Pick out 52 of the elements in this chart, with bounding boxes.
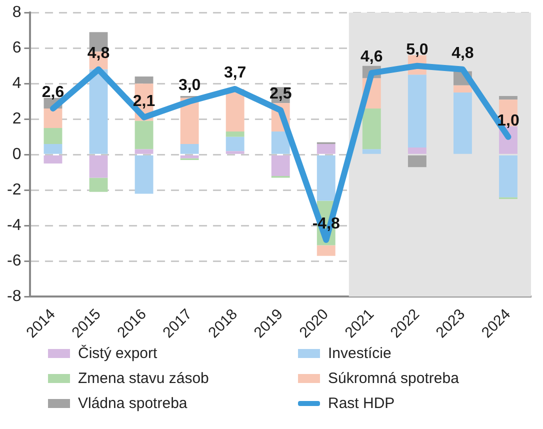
- data-label: 3,7: [224, 64, 246, 82]
- legend-label: Čistý export: [78, 345, 158, 362]
- bar: [408, 155, 426, 168]
- bar: [180, 144, 199, 154]
- y-tick-label: 0: [12, 146, 22, 164]
- legend-label: Súkromná spotreba: [328, 370, 459, 387]
- y-tick-label: 4: [12, 75, 22, 92]
- bar: [226, 136, 244, 152]
- legend-label: Investície: [328, 345, 392, 362]
- bar: [499, 96, 518, 100]
- data-label: -4,8: [312, 215, 340, 232]
- y-tick-label: 8: [12, 4, 22, 22]
- bar: [44, 144, 62, 154]
- bar: [316, 155, 336, 201]
- data-label: 4,8: [87, 44, 110, 62]
- bar: [226, 151, 244, 154]
- bar: [134, 149, 154, 154]
- bar: [499, 155, 518, 198]
- bar: [271, 132, 290, 154]
- bar: [408, 74, 426, 148]
- bar: [271, 155, 290, 176]
- bar: [134, 76, 154, 84]
- y-tick-label: -4: [6, 217, 22, 234]
- y-tick-label: -6: [6, 252, 22, 270]
- data-label: 2,1: [132, 92, 156, 110]
- y-tick-label: 6: [12, 40, 22, 57]
- data-label: 4,6: [360, 48, 383, 66]
- legend-label: Vládna spotreba: [78, 395, 188, 412]
- bar: [453, 92, 472, 154]
- bar: [362, 108, 381, 150]
- bar: [89, 155, 108, 178]
- data-label: 3,0: [178, 76, 201, 94]
- bar: [134, 120, 154, 150]
- y-tick-label: -2: [6, 182, 22, 199]
- bar: [44, 128, 62, 144]
- bar: [134, 155, 154, 194]
- legend-label: Rast HDP: [328, 395, 395, 412]
- bar: [44, 155, 62, 164]
- data-label: 4,8: [452, 44, 474, 62]
- bar: [362, 149, 381, 154]
- bar: [453, 85, 472, 92]
- bar: [408, 148, 426, 154]
- legend-label: Zmena stavu zásob: [78, 370, 209, 387]
- bar: [316, 245, 336, 256]
- y-tick-label: -8: [6, 288, 22, 306]
- bar: [316, 144, 336, 154]
- data-label: 5,0: [406, 41, 428, 58]
- bar: [44, 108, 62, 128]
- y-tick-label: 2: [12, 110, 22, 128]
- bar: [89, 178, 108, 192]
- data-label: 2,6: [42, 84, 64, 101]
- bar: [226, 132, 244, 137]
